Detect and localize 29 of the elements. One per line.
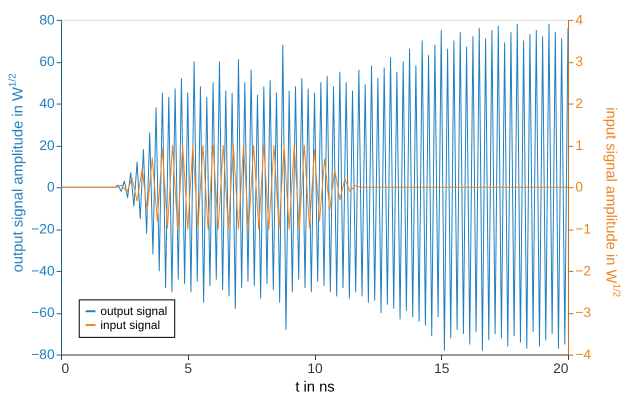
y-axis-title: output signal amplitude in W1/2 [8,73,27,272]
x-tick-label: 20 [553,360,569,376]
y-tick-label: 80 [39,12,55,28]
x-tick-label: 5 [184,360,192,376]
y-tick-label: −80 [31,346,55,362]
y2-tick-label: −3 [575,305,592,320]
legend-label: input signal [100,318,160,332]
x-tick-label: 10 [307,360,323,376]
y2-tick-label: −2 [575,263,592,278]
y2-tick-label: −4 [575,346,592,362]
y-tick-label: 60 [39,54,55,70]
y2-tick-label: 4 [575,12,584,28]
legend-label: output signal [100,304,168,318]
y-tick-label: 20 [39,138,55,153]
y2-tick-label: 3 [575,54,584,70]
y2-tick-label: 0 [575,180,584,195]
y2-axis-title: input signal amplitude in W1/2 [602,107,622,298]
y-tick-label: −20 [31,221,55,236]
y2-tick-label: 1 [575,138,584,153]
x-tick-label: 15 [434,360,450,376]
y2-tick-label: 2 [575,96,584,111]
x-axis-title: t in ns [295,379,335,396]
y2-tick-label: −1 [575,221,592,236]
line-series [60,144,568,230]
y-tick-label: 40 [39,96,55,111]
y-tick-label: 0 [46,180,55,195]
y-tick-label: −40 [31,263,55,278]
x-tick-label: 0 [62,360,70,376]
y-tick-label: −60 [31,305,55,320]
